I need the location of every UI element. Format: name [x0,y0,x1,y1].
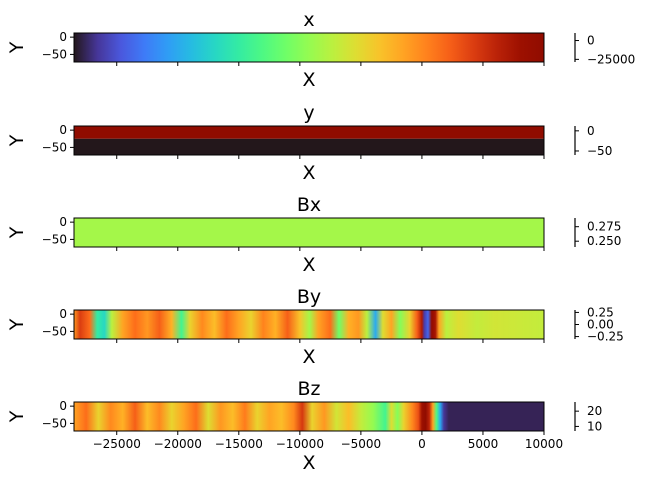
panel-title: Bx [297,194,321,216]
y-tick-label: 0 [59,215,67,229]
heatmap-row [74,126,544,139]
x-tick-label: 10000 [525,437,563,451]
plot-frame [73,309,545,340]
plot-frame [73,401,545,432]
y-axis-label: Y [6,226,28,239]
plot-frame [73,217,545,248]
x-tick-label: 5000 [468,437,499,451]
y-tick-label: −50 [42,47,67,61]
heatmap-cells [74,33,544,62]
x-axis-label: X [302,69,315,91]
x-tick-label: −20000 [154,437,202,451]
y-tick-label: 0 [59,123,67,137]
y-axis-label: Y [6,318,28,331]
y-tick-label: −50 [42,324,67,338]
heatmap-cells [74,218,544,247]
colorbar-tick-label: 0.00 [587,318,614,332]
x-tick-label: −15000 [215,437,263,451]
panel-title: By [297,286,321,308]
panel-bz: Bz Y 0 −50 −25000 −20000 −15000 −10000 −5000 0 500… [6,378,602,474]
panel-by: By Y 0 −50 X 0.250.00−0.25 [6,286,624,368]
y-tick-label: −50 [42,232,67,246]
x-axis-label: X [302,254,315,276]
y-tick-label: 0 [59,399,67,413]
y-tick-label: −50 [42,140,67,154]
colorbar-tick-label: 10 [587,419,602,433]
colorbar-tick-label: 20 [587,404,602,418]
heatmap-row [74,138,544,155]
x-axis-label: X [302,346,315,368]
x-tick-label: 0 [418,437,426,451]
heatmap-cells [74,402,544,431]
colorbar-tick-label: 0.25 [587,305,614,319]
colorbar-tick-label: 0 [587,124,595,138]
panel-title: y [303,102,314,124]
panel-y: y Y 0 −50 X 0 −50 [6,102,612,184]
x-axis-label: X [302,452,315,474]
x-tick-label: −5000 [341,437,382,451]
y-tick-label: 0 [59,307,67,321]
x-tick-label: −10000 [276,437,324,451]
colorbar-tick-label: −0.25 [587,330,624,344]
y-tick-label: −50 [42,416,67,430]
x-axis-label: X [302,162,315,184]
colorbar-tick-label: 0 [587,34,595,48]
x-tick-label: −25000 [93,437,141,451]
y-tick-label: 0 [59,30,67,44]
colorbar-tick-label: −25000 [587,52,635,66]
y-axis-label: Y [6,134,28,147]
colorbar-tick-label: −50 [587,144,612,158]
panel-title: Bz [297,378,320,400]
panel-x: x Y 0 −50 X 0 −25000 [6,9,635,91]
panel-title: x [303,9,314,31]
colorbar-tick-label: 0.275 [587,220,621,234]
heatmap-cells [74,310,544,339]
plot-frame [73,125,545,156]
y-axis-label: Y [6,410,28,423]
plot-frame [73,32,545,63]
y-axis-label: Y [6,41,28,54]
colorbar-tick-label: 0.250 [587,234,621,248]
